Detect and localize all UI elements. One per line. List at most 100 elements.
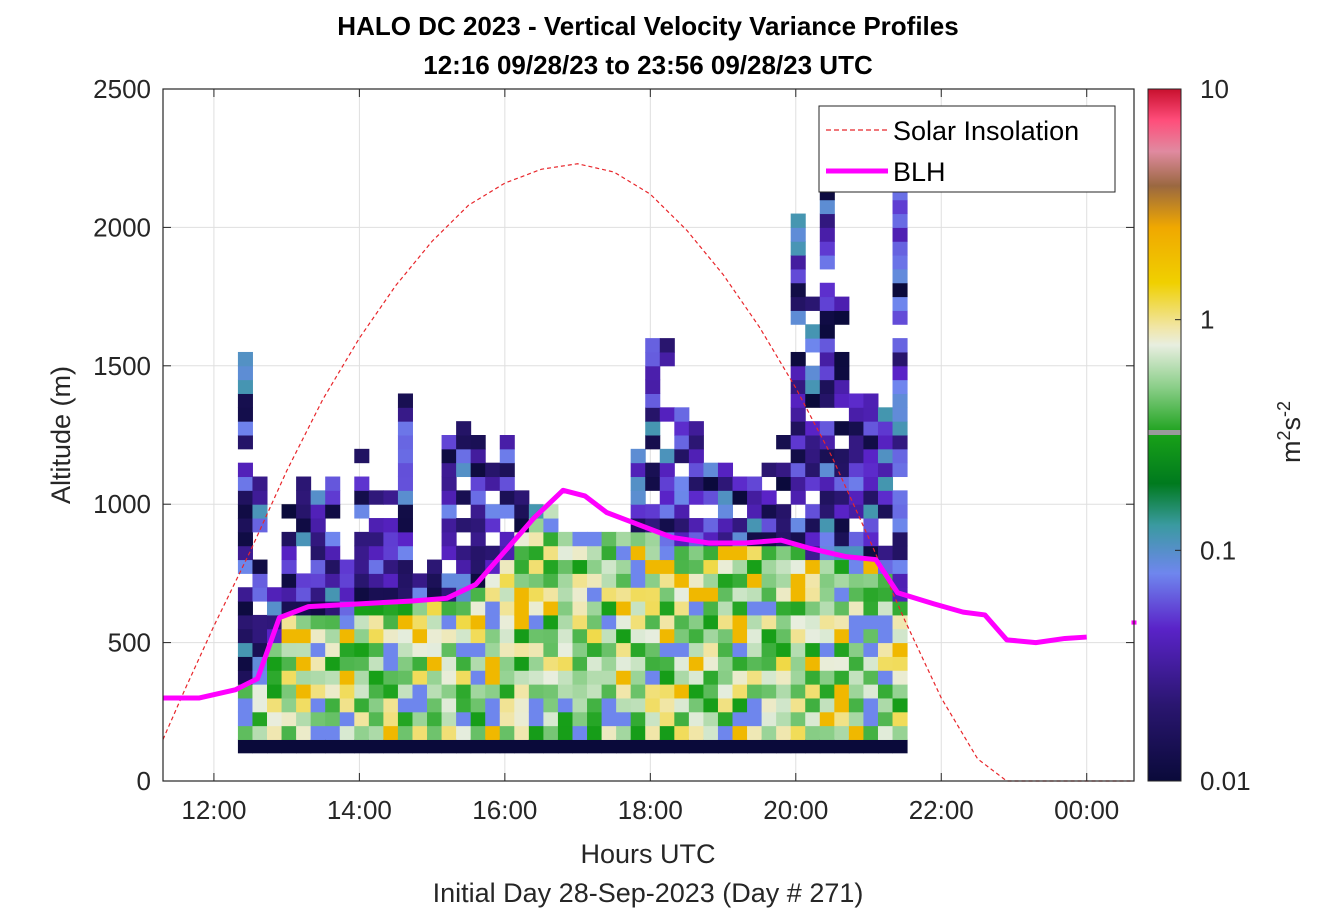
heatmap-cell [237, 504, 253, 519]
heatmap-cell [819, 421, 835, 436]
heatmap-cell [630, 711, 646, 727]
heatmap-cell [456, 670, 472, 685]
heatmap-cell [805, 435, 821, 450]
heatmap-cell [499, 725, 515, 740]
heatmap-cell [514, 642, 530, 657]
heatmap-cell [645, 476, 661, 491]
heatmap-cell [499, 435, 515, 450]
heatmap-cell [717, 725, 734, 740]
heatmap-cell [528, 628, 544, 644]
heatmap-cell [747, 559, 763, 574]
heatmap-cell [368, 711, 384, 727]
heatmap-cell [834, 518, 850, 533]
heatmap-cell [717, 614, 734, 630]
heatmap-cell [805, 393, 821, 408]
heatmap-cell [383, 656, 399, 671]
heatmap-cell [572, 531, 588, 547]
x-axis-label: Hours UTC [580, 839, 715, 869]
heatmap-cell [485, 476, 501, 491]
heatmap-cell [354, 739, 370, 754]
heatmap-cell [237, 628, 253, 644]
heatmap-cell [412, 697, 428, 713]
heatmap-cell [848, 628, 864, 644]
heatmap-cell [834, 642, 850, 657]
heatmap-cell [499, 504, 515, 519]
heatmap-cell [281, 725, 297, 740]
heatmap-cell [281, 504, 297, 519]
heatmap-cell [717, 670, 734, 685]
heatmap-cell [310, 684, 326, 699]
heatmap-cell [310, 670, 326, 685]
heatmap-cell [528, 670, 544, 685]
heatmap-cell [616, 684, 632, 699]
heatmap-cell [499, 476, 515, 491]
heatmap-cell [732, 684, 748, 699]
heatmap-cell [616, 545, 632, 561]
heatmap-cell [427, 711, 443, 727]
heatmap-cell [441, 684, 457, 699]
heatmap-cell [674, 504, 690, 519]
heatmap-cell [717, 601, 734, 616]
y-tick-label: 1000 [93, 489, 151, 519]
heatmap-cell [819, 241, 835, 256]
heatmap-cell [441, 448, 457, 464]
plot-frame [162, 88, 1135, 782]
heatmap-cell [412, 614, 428, 630]
heatmap-cell [368, 614, 384, 630]
heatmap-cell [674, 407, 690, 422]
heatmap-cell [674, 628, 690, 644]
heatmap-cell [892, 711, 908, 727]
heatmap-cell [252, 642, 268, 657]
heatmap-cell [717, 628, 734, 644]
heatmap-cell [819, 642, 835, 657]
heatmap-cell [397, 435, 413, 450]
heatmap-cell [499, 684, 515, 699]
heatmap-cell [267, 601, 283, 616]
heatmap-cell [368, 697, 384, 713]
heatmap-cell [281, 559, 297, 574]
heatmap-cell [397, 531, 413, 547]
heatmap-cell [354, 545, 370, 561]
heatmap-cell [630, 614, 646, 630]
heatmap-cell [688, 628, 704, 644]
heatmap-cell [383, 531, 399, 547]
heatmap-cell [456, 573, 472, 588]
heatmap-cell [441, 725, 457, 740]
heatmap-cell [528, 656, 544, 671]
heatmap-cell [630, 642, 646, 657]
heatmap-cell [616, 587, 632, 602]
heatmap-cell [587, 656, 603, 671]
heatmap-cell [761, 614, 777, 630]
heatmap-cell [296, 476, 312, 491]
heatmap-cell [805, 448, 821, 464]
heatmap-cell [587, 601, 603, 616]
heatmap-cell [383, 545, 399, 561]
heatmap-cell [572, 614, 588, 630]
heatmap-cell [834, 725, 850, 740]
heatmap-cell [877, 711, 894, 727]
heatmap-cell [674, 573, 690, 588]
heatmap-cell [761, 504, 777, 519]
heatmap-cell [339, 684, 355, 699]
heatmap-cell [645, 670, 661, 685]
heatmap-cell [747, 545, 763, 561]
heatmap-cell [456, 725, 472, 740]
x-tick-label: 12:00 [181, 795, 246, 825]
heatmap-cell [441, 739, 457, 754]
heatmap-cell [805, 684, 821, 699]
heatmap-cell [499, 656, 515, 671]
heatmap-cell [499, 559, 515, 574]
heatmap-cell [325, 628, 341, 644]
heatmap-cell [877, 725, 894, 740]
heatmap-cell [325, 531, 341, 547]
heatmap-cell [325, 739, 341, 754]
heatmap-cell [601, 614, 617, 630]
heatmap-cell [514, 545, 530, 561]
heatmap-cell [790, 587, 806, 602]
heatmap-cell [237, 614, 253, 630]
heatmap-cell [267, 697, 283, 713]
heatmap-cell [805, 518, 821, 533]
heatmap-cell [674, 490, 690, 505]
heatmap-cell [703, 628, 719, 644]
